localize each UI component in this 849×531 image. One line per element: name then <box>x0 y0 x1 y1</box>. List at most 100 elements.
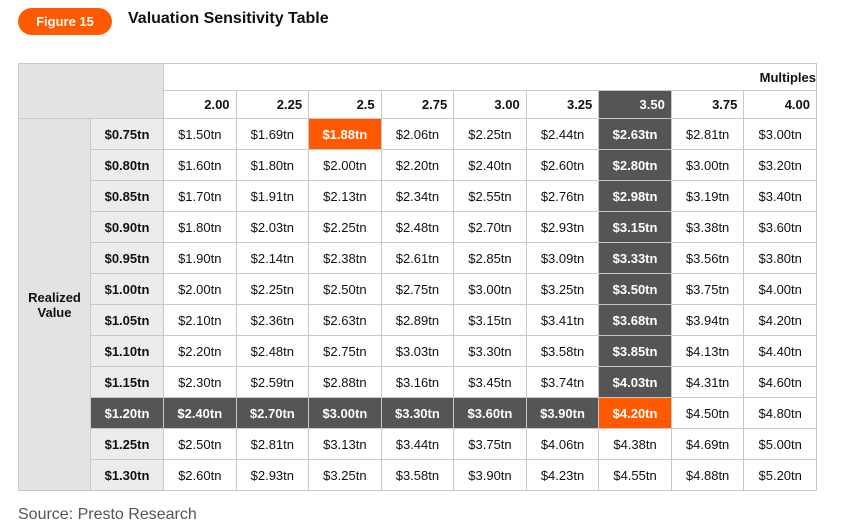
value-cell: $2.98tn <box>598 180 672 212</box>
value-cell: $3.60tn <box>453 397 527 429</box>
value-cell: $4.88tn <box>670 459 745 491</box>
value-cell: $2.80tn <box>598 149 672 181</box>
value-cell: $2.50tn <box>308 273 382 305</box>
value-cell: $2.25tn <box>453 118 527 150</box>
column-header: 2.00 <box>163 90 237 119</box>
value-cell: $2.34tn <box>380 180 455 212</box>
value-cell: $2.75tn <box>380 273 455 305</box>
column-header: 3.75 <box>670 90 745 119</box>
column-header: 4.00 <box>743 90 817 119</box>
value-cell: $3.19tn <box>670 180 745 212</box>
column-header: 2.25 <box>235 90 310 119</box>
figure-title: Valuation Sensitivity Table <box>128 10 329 27</box>
value-cell: $2.81tn <box>670 118 745 150</box>
value-cell: $3.30tn <box>380 397 455 429</box>
value-cell: $3.58tn <box>380 459 455 491</box>
value-cell: $3.75tn <box>670 273 745 305</box>
value-cell: $3.25tn <box>308 459 382 491</box>
column-header: 2.75 <box>380 90 455 119</box>
value-cell: $4.38tn <box>598 428 672 460</box>
value-cell: $3.00tn <box>743 118 817 150</box>
row-header: $1.15tn <box>90 366 164 398</box>
column-group-header: Multiples <box>163 63 817 91</box>
value-cell: $2.59tn <box>235 366 310 398</box>
row-header: $0.85tn <box>90 180 164 212</box>
value-cell: $2.06tn <box>380 118 455 150</box>
value-cell: $4.60tn <box>743 366 817 398</box>
table-row: $1.30tn $2.60tn $2.93tn $3.25tn $3.58tn $3.90… <box>19 459 817 491</box>
value-cell: $1.90tn <box>163 242 237 274</box>
value-cell: $5.20tn <box>743 459 817 491</box>
table-row: $0.80tn $1.60tn $1.80tn $2.00tn $2.20tn $2.40… <box>19 149 817 181</box>
value-cell: $5.00tn <box>743 428 817 460</box>
figure-badge: Figure 15 <box>18 8 112 35</box>
row-header: $0.80tn <box>90 149 164 181</box>
row-header: $1.20tn <box>90 397 164 429</box>
row-header: $0.95tn <box>90 242 164 274</box>
value-cell: $2.48tn <box>235 335 310 367</box>
value-cell: $2.36tn <box>235 304 310 336</box>
value-cell: $2.85tn <box>453 242 527 274</box>
value-cell: $3.13tn <box>308 428 382 460</box>
row-header: $1.30tn <box>90 459 164 491</box>
value-cell: $3.85tn <box>598 335 672 367</box>
row-header: $1.05tn <box>90 304 164 336</box>
value-cell: $2.75tn <box>308 335 382 367</box>
value-cell: $3.68tn <box>598 304 672 336</box>
value-cell: $2.89tn <box>380 304 455 336</box>
value-cell: $3.20tn <box>743 149 817 181</box>
value-cell: $4.31tn <box>670 366 745 398</box>
value-cell: $3.60tn <box>743 211 817 243</box>
value-cell: $2.13tn <box>308 180 382 212</box>
value-cell: $2.50tn <box>163 428 237 460</box>
value-cell: $2.63tn <box>598 118 672 150</box>
value-cell: $1.70tn <box>163 180 237 212</box>
value-cell: $3.41tn <box>525 304 600 336</box>
value-cell: $2.25tn <box>308 211 382 243</box>
table-row: Realized Value $0.75tn $1.50tn $1.69tn $1.88… <box>18 118 817 491</box>
table-row: $0.90tn $1.80tn $2.03tn $2.25tn $2.48tn $2.70… <box>19 211 817 243</box>
value-cell: $4.20tn <box>743 304 817 336</box>
value-cell: $2.88tn <box>308 366 382 398</box>
value-cell: $3.15tn <box>453 304 527 336</box>
value-cell: $1.69tn <box>235 118 310 150</box>
value-cell: $2.93tn <box>235 459 310 491</box>
value-cell: $2.81tn <box>235 428 310 460</box>
table-row: $1.00tn $2.00tn $2.25tn $2.50tn $2.75tn $3.00… <box>19 273 817 305</box>
value-cell: $2.10tn <box>163 304 237 336</box>
value-cell: $2.20tn <box>380 149 455 181</box>
value-cell: $3.40tn <box>743 180 817 212</box>
value-cell: $2.60tn <box>525 149 600 181</box>
value-cell: $2.00tn <box>308 149 382 181</box>
value-cell: $3.00tn <box>670 149 745 181</box>
value-cell: $2.61tn <box>380 242 455 274</box>
value-cell: $2.40tn <box>453 149 527 181</box>
value-cell: $3.15tn <box>598 211 672 243</box>
value-cell: $3.25tn <box>525 273 600 305</box>
value-cell: $3.44tn <box>380 428 455 460</box>
value-cell: $3.09tn <box>525 242 600 274</box>
table-row: $1.25tn $2.50tn $2.81tn $3.13tn $3.44tn $3.75… <box>19 428 817 460</box>
value-cell: $1.50tn <box>163 118 237 150</box>
column-header: 2.5 <box>308 90 382 119</box>
value-cell: $2.20tn <box>163 335 237 367</box>
row-header: $0.90tn <box>90 211 164 243</box>
value-cell: $2.03tn <box>235 211 310 243</box>
value-cell: $2.38tn <box>308 242 382 274</box>
table-row: $1.15tn $2.30tn $2.59tn $2.88tn $3.16tn $3.45… <box>19 366 817 398</box>
value-cell: $3.00tn <box>453 273 527 305</box>
value-cell: $2.60tn <box>163 459 237 491</box>
value-cell: $3.80tn <box>743 242 817 274</box>
table-row: $0.85tn $1.70tn $1.91tn $2.13tn $2.34tn $2.55… <box>19 180 817 212</box>
value-cell: $3.45tn <box>453 366 527 398</box>
value-cell: $3.56tn <box>670 242 745 274</box>
value-cell: $2.55tn <box>453 180 527 212</box>
table-row: $0.95tn $1.90tn $2.14tn $2.38tn $2.61tn $2.85… <box>19 242 817 274</box>
value-cell: $2.30tn <box>163 366 237 398</box>
source-note: Source: Presto Research <box>18 506 197 523</box>
value-cell: $4.23tn <box>525 459 600 491</box>
row-header: $1.00tn <box>90 273 164 305</box>
value-cell: $3.94tn <box>670 304 745 336</box>
column-header: 3.25 <box>525 90 600 119</box>
